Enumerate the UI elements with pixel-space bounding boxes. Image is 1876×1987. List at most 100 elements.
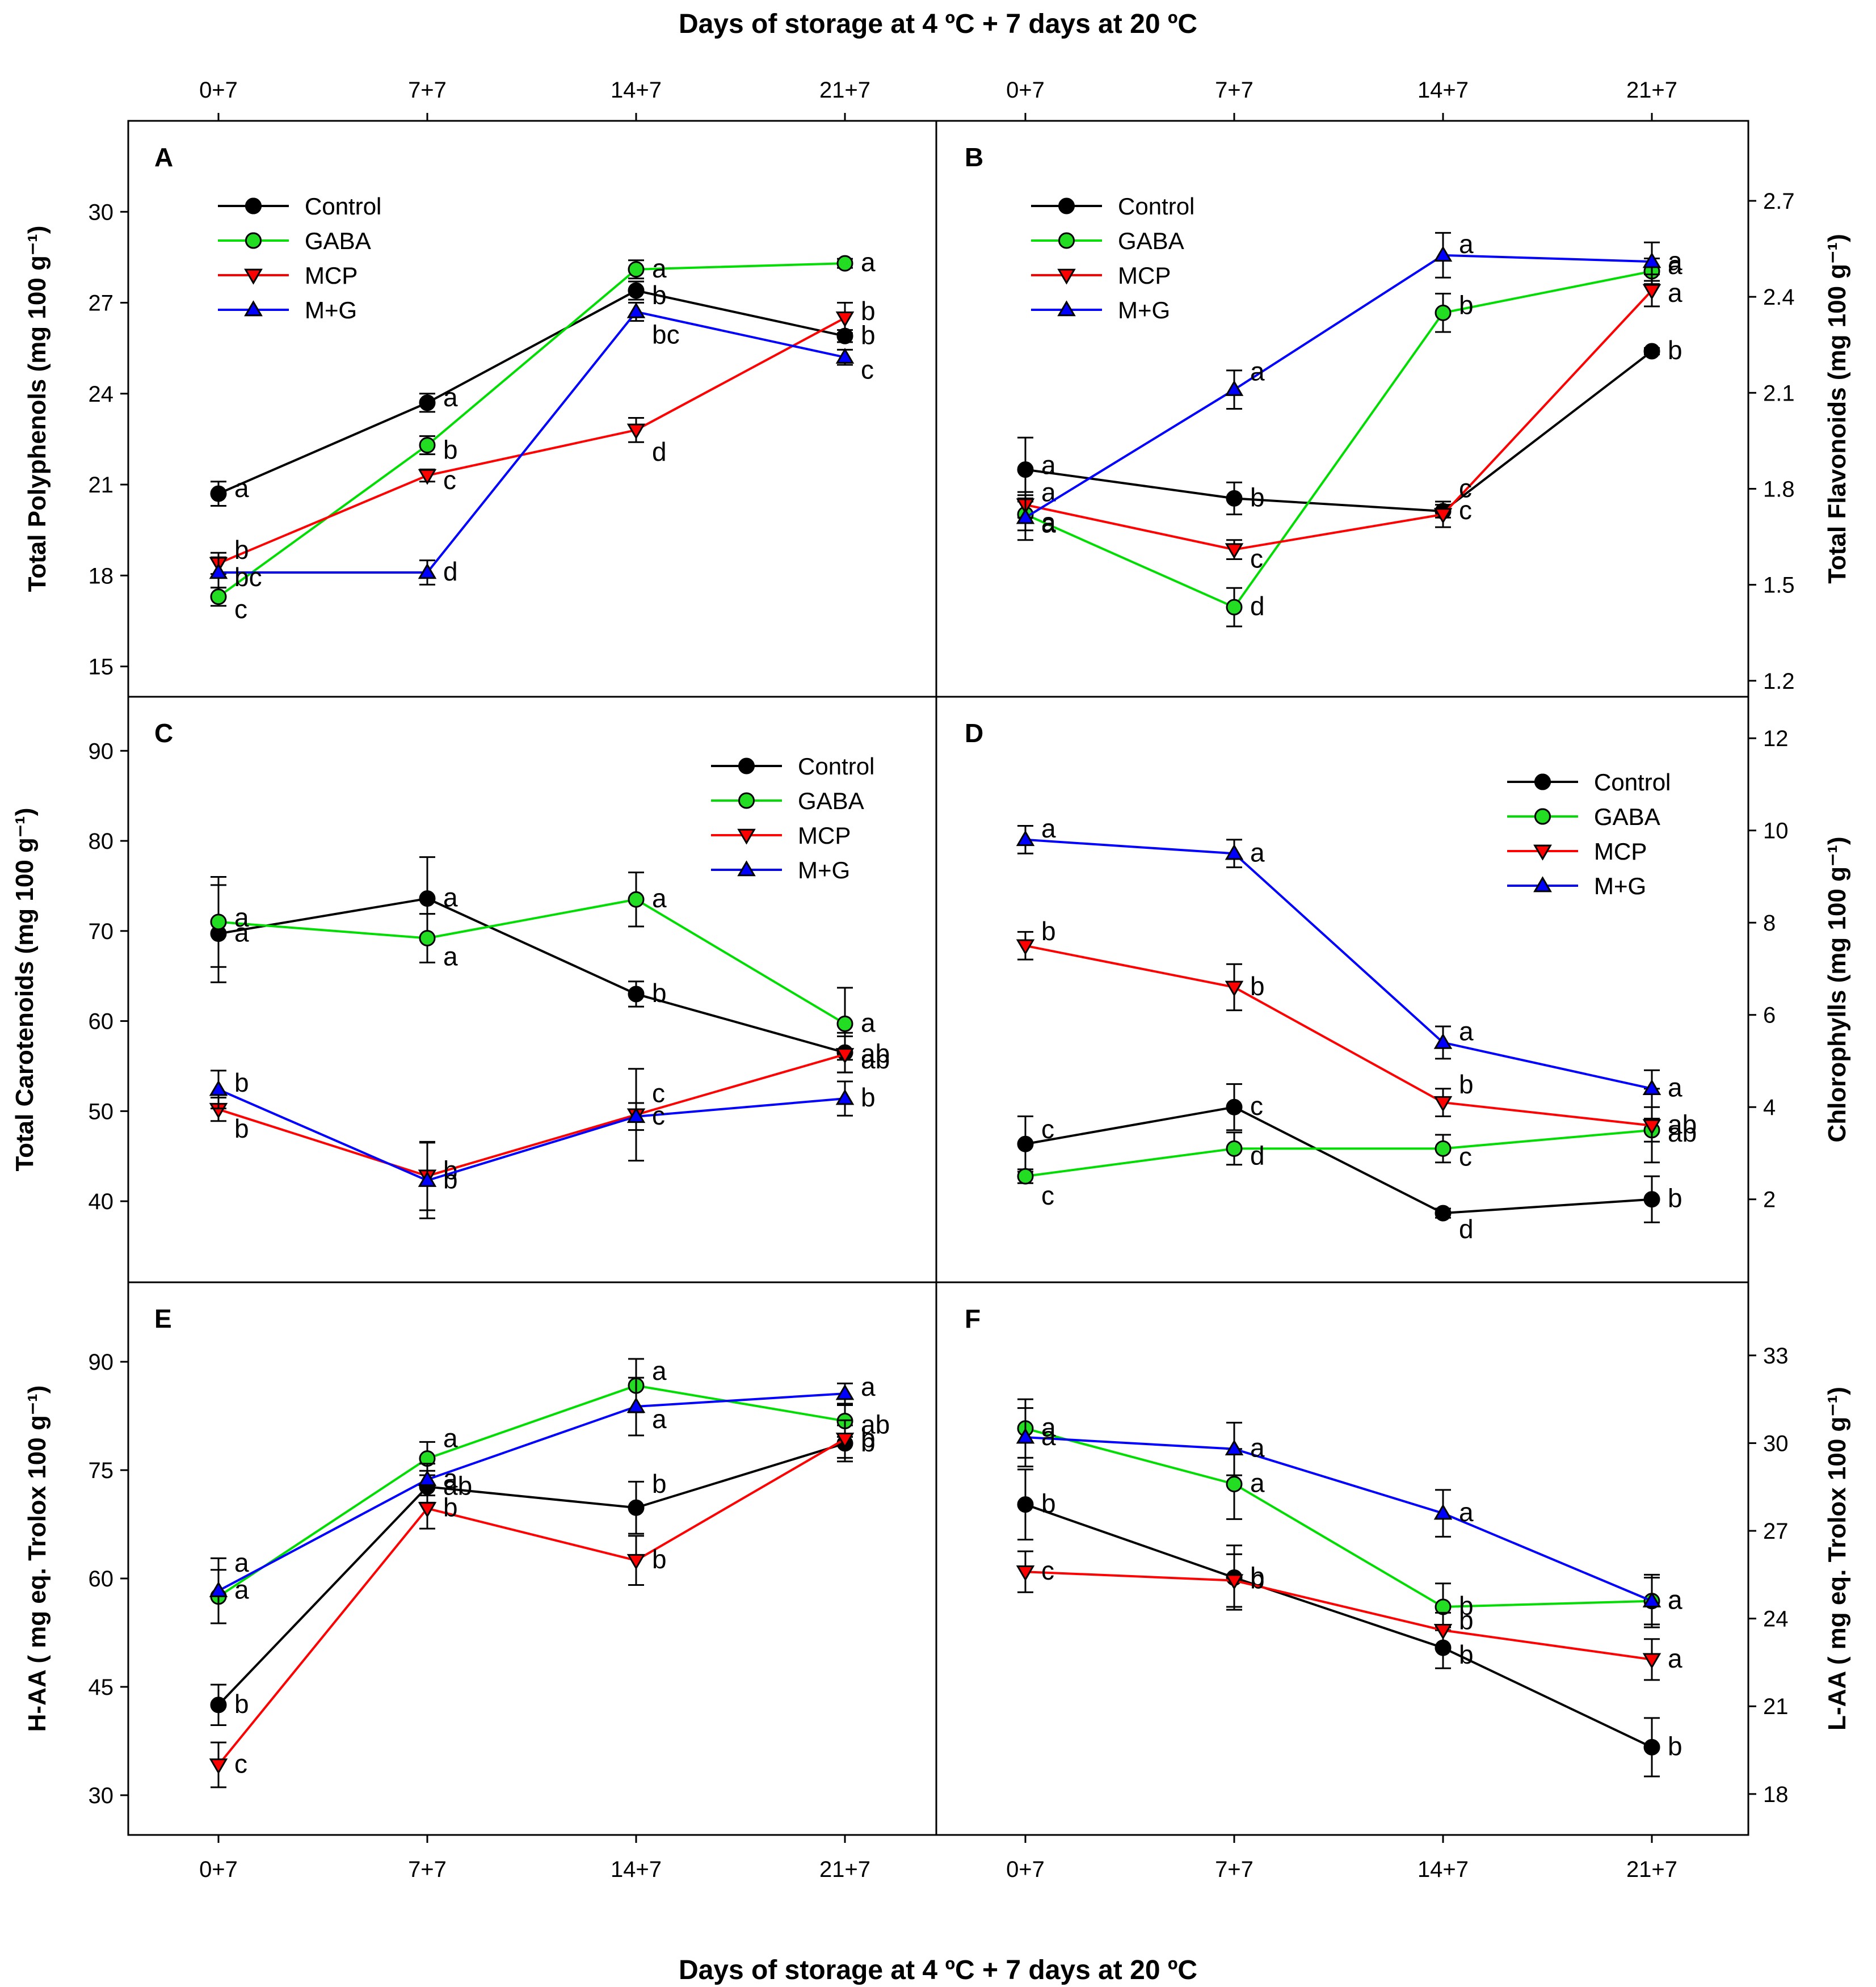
legend-marker [245,232,262,249]
data-point [835,1433,855,1449]
panel-label: F [965,1304,981,1333]
significance-letter: c [1250,544,1263,574]
significance-letter: ab [861,1038,890,1068]
legend-marker [737,828,756,845]
significance-letter: b [1459,1640,1474,1669]
significance-letter: b [861,296,876,326]
y-tick-label: 33 [1763,1344,1789,1369]
significance-letter: b [234,1068,249,1097]
significance-letter: c [861,355,874,385]
x-tick-label: 0+7 [1006,1857,1045,1882]
data-point [418,1502,437,1518]
series-mcp: b b b ab [1016,916,1697,1164]
significance-letter: b [1668,335,1682,365]
series-line [218,897,846,1054]
significance-letter: a [1668,1073,1682,1102]
data-point [209,1581,228,1597]
data-point [1016,1428,1035,1444]
y-axis-title: Total Polyphenols (mg 100 g⁻¹) [23,226,51,592]
significance-letter: c [234,1749,247,1778]
y-tick-label: 21 [89,473,114,498]
significance-letter: a [1250,357,1265,386]
y-tick-label: 30 [89,1783,114,1808]
data-point [626,302,646,318]
significance-letter: d [1459,1214,1474,1244]
significance-letter: b [652,1469,667,1498]
y-tick-label: 2.7 [1763,189,1795,214]
significance-letter: a [1668,278,1682,308]
series-line [1024,254,1652,519]
significance-letter: c [1250,1091,1263,1121]
significance-letter: c [1459,495,1472,525]
significance-letter: b [652,1544,667,1574]
y-tick-label: 80 [89,829,114,854]
data-point [1226,599,1243,616]
panel-label: B [965,142,983,172]
y-tick-label: 8 [1763,911,1776,936]
legend: Control GABA MCP M+G [218,193,381,323]
x-tick-label: 0+7 [199,78,238,103]
significance-letter: a [1459,1016,1474,1046]
significance-letter: b [443,435,458,465]
data-point [210,485,227,502]
x-tick-label: 7+7 [408,78,447,103]
legend-marker [1057,300,1076,317]
data-point [1433,246,1453,262]
significance-letter: a [443,382,458,412]
significance-letter: a [1668,246,1682,276]
data-point [628,891,645,908]
panel-C: 40 50 60 70 80 90 Total Carotenoids (mg 100 g⁻… [11,696,937,1283]
legend-label: GABA [305,228,371,254]
legend-label: M+G [305,297,357,323]
significance-letter: a [234,1575,249,1605]
significance-letter: a [1041,1421,1056,1451]
panel-E: 30 45 60 75 90 H-AA ( mg eq. Trolox 100 g⁻¹) 0… [23,193,937,1882]
legend-marker [1534,808,1551,825]
significance-letter: b [1668,1184,1682,1213]
significance-letter: c [1041,1114,1054,1144]
significance-letter: b [861,1428,876,1457]
y-tick-label: 2.1 [1763,381,1795,406]
legend-marker [737,860,756,877]
x-tick-label: 14+7 [1417,78,1469,103]
series-line [218,1088,846,1182]
y-tick-label: 90 [89,739,114,764]
y-axis-title: Total Flavonoids (mg 100 g⁻¹) [1823,234,1851,583]
data-point [1433,508,1453,524]
significance-letter: b [443,1493,458,1522]
significance-letter: a [443,942,458,971]
data-point [1016,939,1035,955]
x-tick-label: 7+7 [408,1857,447,1882]
data-point [1017,461,1034,478]
legend-marker [1533,844,1552,861]
data-point [628,261,645,278]
significance-letter: b [652,978,667,1008]
significance-letter: b [861,320,876,350]
data-point [209,1080,228,1096]
x-tick-label: 21+7 [1626,1857,1677,1882]
y-tick-label: 70 [89,919,114,944]
y-tick-label: 1.5 [1763,573,1795,598]
significance-letter: b [1459,290,1474,319]
y-tick-label: 4 [1763,1095,1776,1120]
legend-label: Control [798,753,874,780]
data-point [1433,1033,1453,1049]
y-tick-label: 6 [1763,1003,1776,1028]
series-mcp: c b b b [209,1419,876,1788]
y-tick-label: 2 [1763,1188,1776,1213]
y-tick-label: 27 [1763,1519,1789,1544]
y-tick-label: 30 [1763,1431,1789,1456]
data-point [628,282,645,299]
data-point [419,437,436,454]
series-line [1025,1129,1652,1178]
data-point [418,1470,437,1486]
panel-label: C [154,718,173,748]
series-control: c c d b [1017,1083,1682,1244]
significance-letter: a [652,1356,667,1386]
series-line [217,262,846,598]
